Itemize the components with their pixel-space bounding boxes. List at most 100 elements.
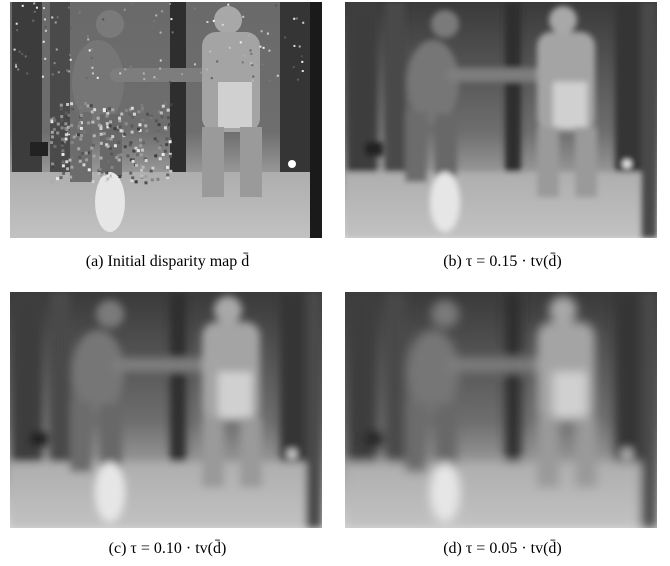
speckle [99, 156, 102, 159]
object [30, 142, 48, 156]
speckle [277, 75, 279, 77]
person [72, 330, 124, 414]
speckle [44, 18, 46, 20]
speckle [90, 104, 93, 107]
speckle [33, 2, 35, 4]
speckle [129, 143, 132, 146]
person [405, 402, 427, 472]
person [407, 330, 459, 414]
person [214, 6, 242, 34]
speckle [213, 20, 215, 22]
speckle [90, 147, 93, 150]
speckle [158, 146, 161, 149]
speckle [209, 51, 211, 53]
speckle [124, 145, 127, 148]
speckle [68, 7, 70, 9]
person [407, 40, 459, 124]
person [431, 300, 459, 328]
light [623, 450, 631, 458]
speckle [56, 132, 59, 135]
speckle [150, 169, 153, 172]
speckle [164, 150, 167, 153]
speckle [58, 136, 61, 139]
speckle [106, 177, 109, 180]
speckle [66, 167, 69, 170]
speckle [302, 70, 304, 72]
speckle [60, 176, 63, 179]
ground [345, 172, 657, 238]
speckle [252, 79, 254, 81]
speckle [160, 111, 163, 114]
speckle [166, 173, 169, 176]
disparity-image [345, 292, 657, 528]
speckle [43, 7, 45, 9]
speckle [62, 172, 65, 175]
speckle [169, 81, 171, 83]
speckle [161, 10, 163, 12]
speckle [153, 20, 155, 22]
person [218, 82, 252, 128]
speckle [137, 128, 140, 131]
speckle [166, 176, 169, 179]
speckle [60, 104, 63, 107]
speckle [25, 55, 27, 57]
speckle [139, 138, 142, 141]
speckle [64, 138, 67, 141]
speckle [296, 18, 298, 20]
speckle [79, 160, 82, 163]
person [435, 114, 457, 176]
speckle [125, 109, 128, 112]
speckle [59, 172, 62, 175]
speckle [131, 124, 134, 127]
speckle [115, 156, 118, 159]
tree [50, 292, 70, 462]
speckle [138, 123, 141, 126]
speckle [67, 126, 70, 129]
speckle [69, 176, 72, 179]
speckle [173, 80, 175, 82]
speckle [118, 119, 121, 122]
speckle [19, 51, 21, 53]
speckle [70, 166, 73, 169]
speckle [51, 135, 54, 138]
speckle [70, 59, 72, 61]
speckle [206, 21, 208, 23]
disparity-image [10, 2, 322, 238]
speckle [62, 164, 65, 167]
speckle [98, 124, 101, 127]
person [575, 127, 597, 197]
speckle [87, 121, 90, 124]
speckle [172, 31, 174, 33]
speckle [112, 174, 115, 177]
speckle [126, 154, 129, 157]
speckle [140, 153, 143, 156]
speckle [146, 129, 149, 132]
person [240, 127, 262, 197]
speckle [252, 76, 254, 78]
speckle [131, 107, 134, 110]
speckle [217, 42, 219, 44]
speckle [206, 68, 208, 70]
speckle [143, 78, 145, 80]
person [405, 112, 427, 182]
child [95, 462, 125, 522]
light [623, 160, 631, 168]
speckle [50, 120, 53, 123]
speckle [160, 59, 162, 61]
caption: (a) Initial disparity map d̄ [0, 253, 335, 271]
speckle [81, 152, 84, 155]
person [445, 358, 545, 372]
speckle [126, 132, 129, 135]
speckle [169, 3, 171, 5]
caption: (c) τ = 0.10 · tv(d̄) [0, 540, 335, 558]
speckle [51, 16, 53, 18]
speckle [43, 3, 45, 5]
speckle [103, 108, 106, 111]
tree [170, 292, 186, 462]
object [365, 432, 383, 446]
speckle [77, 133, 80, 136]
speckle [131, 176, 134, 179]
speckle [275, 4, 277, 6]
speckle [141, 119, 144, 122]
speckle [44, 15, 46, 17]
